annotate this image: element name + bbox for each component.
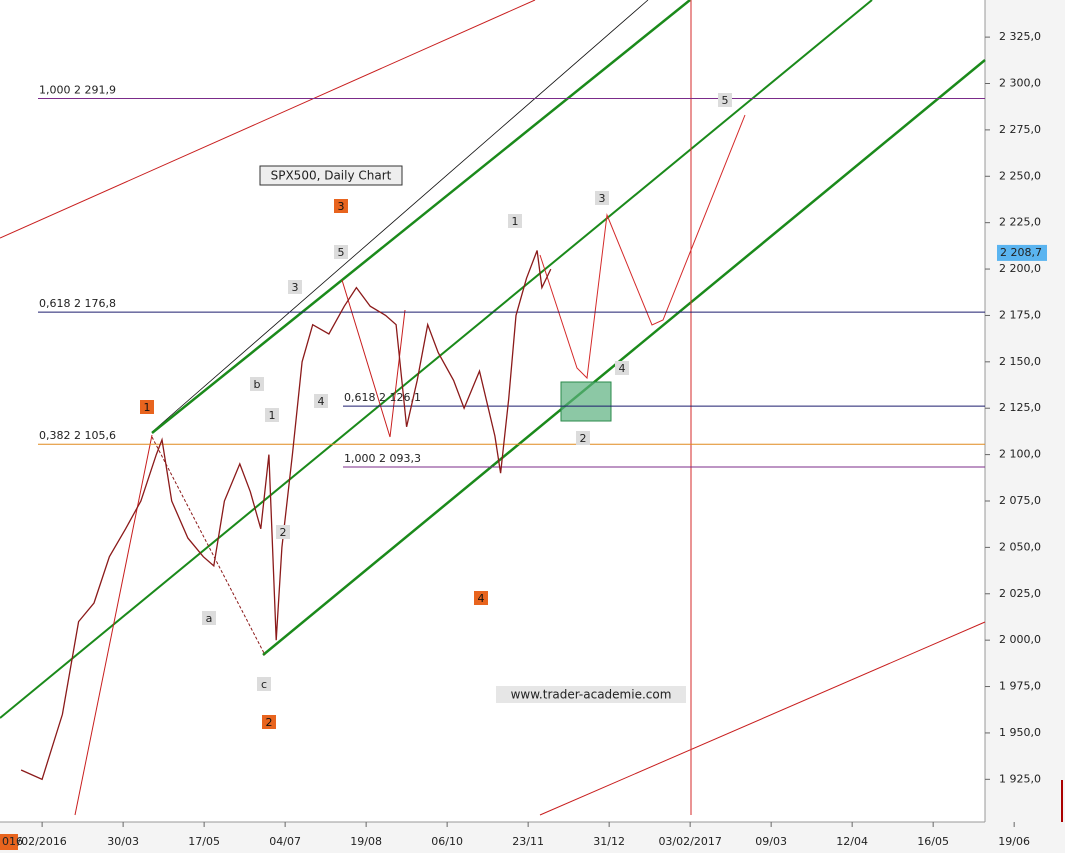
price-line: [20, 250, 552, 781]
wave-label: 5: [338, 246, 345, 259]
wave-label-box: [265, 408, 279, 422]
y-tick-label: 1 975,0: [999, 680, 1041, 693]
wave-label-box: [576, 431, 590, 445]
last-price-box: [997, 244, 1047, 261]
target-zone: [560, 381, 612, 422]
y-tick-label: 2 150,0: [999, 355, 1041, 368]
wave-label: b: [254, 378, 261, 391]
watermark: www.trader-academie.com: [511, 688, 672, 702]
wave-label-box: [615, 361, 629, 375]
level-label: 1,000 2 093,3: [344, 452, 421, 465]
x-tick-label: 30/03: [107, 835, 139, 848]
x-tick-label: 09/03: [755, 835, 787, 848]
x-tick-label: 12/04: [836, 835, 868, 848]
trend-line: [0, 0, 536, 239]
trend-line: [74, 434, 153, 816]
x-tick-label: 03/02/2017: [658, 835, 721, 848]
trend-line: [539, 621, 986, 816]
drawings: [0, 0, 986, 816]
x-tick-label: 23/11: [512, 835, 544, 848]
wave-label-box: [595, 191, 609, 205]
x-tick-label: 19/08: [350, 835, 382, 848]
wave-label-box: [202, 611, 216, 625]
level-label: 1,000 2 291,9: [39, 84, 116, 97]
last-price-label: 2 208,7: [1000, 246, 1042, 259]
wave-label-box: [508, 214, 522, 228]
y-tick-label: 2 125,0: [999, 401, 1041, 414]
level-label: 0,382 2 105,6: [39, 429, 116, 442]
wave-label: a: [206, 612, 213, 625]
wave-label-box: [140, 400, 154, 414]
wave-label: 5: [722, 94, 729, 107]
x-tick-label: 06/10: [431, 835, 463, 848]
y-tick-label: 2 075,0: [999, 494, 1041, 507]
y-tick-label: 2 250,0: [999, 169, 1041, 182]
wave-label: 1: [269, 409, 276, 422]
wave-line: [341, 279, 406, 438]
y-tick-label: 2 050,0: [999, 540, 1041, 553]
trend-line: [151, 0, 649, 433]
x-tick-label: 17/05: [188, 835, 220, 848]
x-tick-label: 19/06: [998, 835, 1030, 848]
x-axis-band: [0, 822, 1065, 853]
chart-title: SPX500, Daily Chart: [271, 169, 392, 183]
wave-label: 1: [144, 401, 151, 414]
channel-line: [0, 0, 873, 719]
cursor-box: [0, 834, 18, 850]
wave-label: 2: [280, 526, 287, 539]
wave-label: c: [261, 678, 267, 691]
y-tick-label: 2 300,0: [999, 76, 1041, 89]
wave-label: 4: [318, 395, 325, 408]
wave-label: 1: [512, 215, 519, 228]
wave-label-box: [474, 591, 488, 605]
wave-label-box: [276, 525, 290, 539]
y-tick-label: 2 175,0: [999, 308, 1041, 321]
wave-label-box: [288, 280, 302, 294]
y-tick-label: 2 025,0: [999, 587, 1041, 600]
level-label: 0,618 2 176,8: [39, 297, 116, 310]
wave-label: 2: [266, 716, 273, 729]
y-tick-label: 2 275,0: [999, 123, 1041, 136]
wave-label-box: [718, 93, 732, 107]
watermark-box: [496, 686, 686, 703]
y-tick-label: 2 000,0: [999, 633, 1041, 646]
level-label: 0,618 2 126,1: [344, 391, 421, 404]
wave-label: 4: [619, 362, 626, 375]
title-box: [259, 165, 403, 186]
wave-label-box: [257, 677, 271, 691]
cursor-label: 016: [2, 835, 23, 848]
x-tick-label: /02/2016: [17, 835, 66, 848]
wave-label: 3: [338, 200, 345, 213]
wave-line: [151, 436, 266, 656]
x-tick-label: 16/05: [917, 835, 949, 848]
projection-line: [539, 114, 746, 380]
wave-label: 2: [580, 432, 587, 445]
y-axis-band: [985, 0, 1065, 853]
y-tick-label: 2 225,0: [999, 216, 1041, 229]
y-tick-label: 2 200,0: [999, 262, 1041, 275]
wave-label-box: [314, 394, 328, 408]
y-tick-label: 1 950,0: [999, 726, 1041, 739]
wave-label-box: [262, 715, 276, 729]
wave-label-box: [334, 199, 348, 213]
x-tick-label: 31/12: [593, 835, 625, 848]
wave-label-box: [334, 245, 348, 259]
y-tick-label: 2 325,0: [999, 30, 1041, 43]
wave-label: 3: [599, 192, 606, 205]
wave-label: 4: [478, 592, 485, 605]
y-tick-label: 2 100,0: [999, 448, 1041, 461]
x-tick-label: 04/07: [269, 835, 301, 848]
channel-line: [262, 59, 986, 656]
channel-line: [151, 0, 691, 434]
y-tick-label: 1 925,0: [999, 772, 1041, 785]
wave-label: 3: [292, 281, 299, 294]
wave-label-box: [250, 377, 264, 391]
